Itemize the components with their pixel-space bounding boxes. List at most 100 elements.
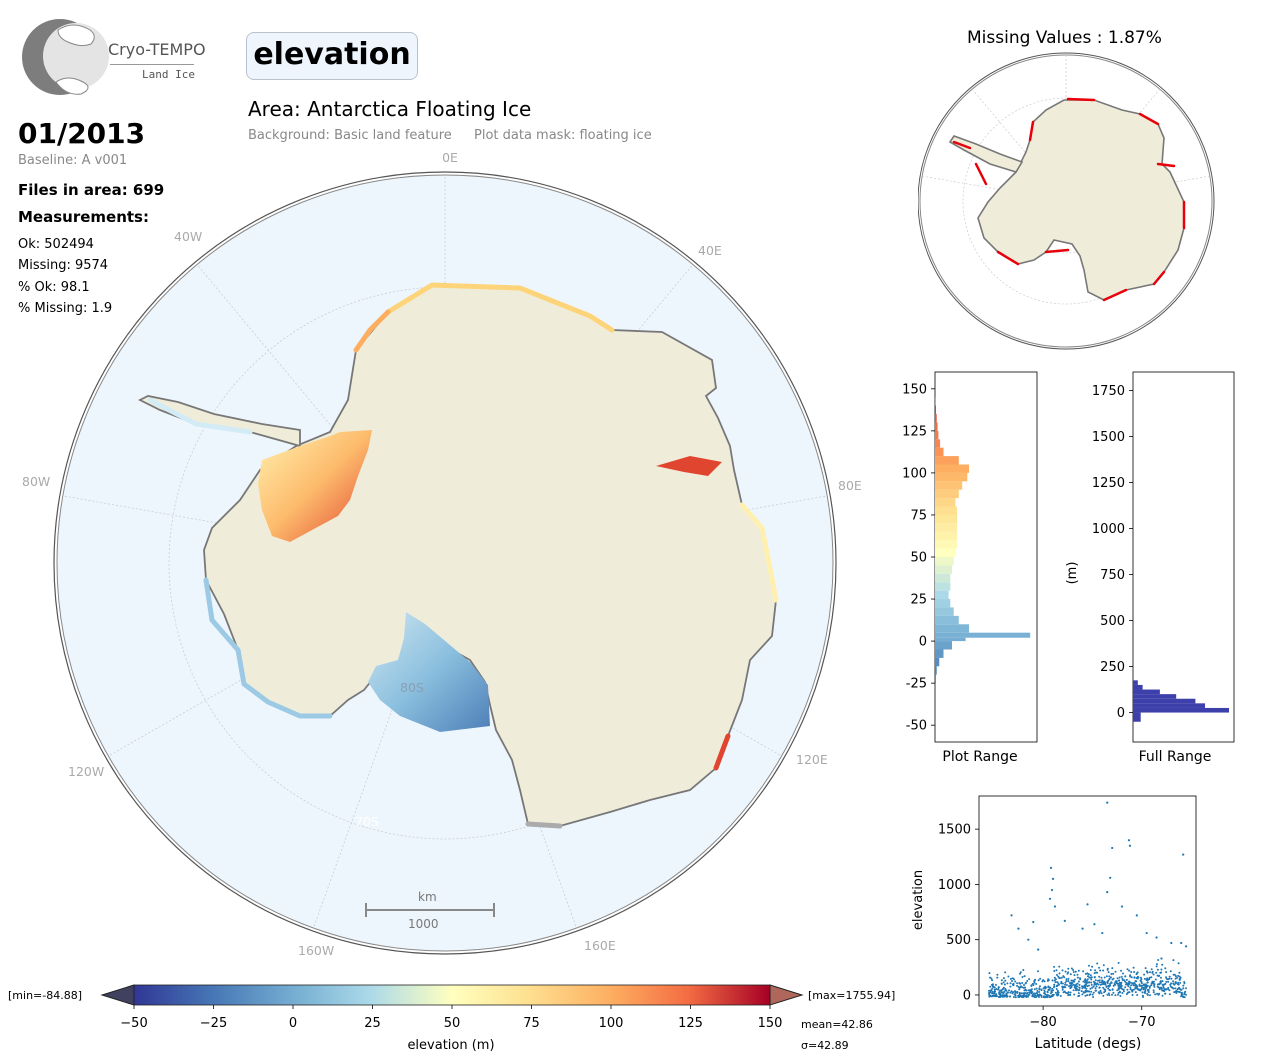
scatter-point (1020, 995, 1023, 998)
scatter-point (1069, 973, 1072, 976)
scatter-point (1087, 984, 1090, 987)
full-range-ytick-label: 0 (1117, 706, 1125, 721)
scatter-point (1035, 987, 1038, 990)
scatter-point (1154, 993, 1157, 996)
lon-label-120E: 120E (796, 752, 828, 767)
scatter-point (1064, 991, 1067, 994)
scatter-point (1126, 968, 1129, 971)
scatter-outlier (1185, 945, 1188, 948)
lon-label-80W: 80W (22, 474, 50, 489)
scatter-outlier (1037, 948, 1040, 951)
scatter-point (1046, 991, 1049, 994)
scatter-point (1076, 982, 1079, 985)
plot-range-bar (935, 481, 963, 490)
scatter-point (1053, 965, 1056, 968)
scatter-point (1051, 979, 1054, 982)
plot-range-bar (935, 405, 937, 415)
plot-range-bar (935, 649, 944, 658)
scatter-point (1120, 975, 1123, 978)
scatter-point (1089, 987, 1092, 990)
coastal-shelves (147, 282, 779, 829)
colorbar-sigma-label: σ=42.89 (801, 1039, 849, 1052)
full-range-ytick-label: 1500 (1092, 430, 1125, 445)
scatter-point (1114, 981, 1117, 984)
scatter-point (1130, 976, 1133, 979)
lat-label-70S: 70S (355, 814, 379, 829)
scatter-point (1084, 972, 1087, 975)
full-range-bar (1133, 684, 1143, 690)
full-range-xlabel: Full Range (1139, 749, 1212, 765)
scatter-point (1137, 988, 1140, 991)
plot-range-histogram: -50 -25 0 25 50 75 100 125 150 Plot Range (902, 371, 1038, 765)
lon-label-80E: 80E (838, 478, 862, 493)
scatter-point (1135, 980, 1138, 983)
scatter-point (1020, 992, 1023, 995)
scatter-point (1073, 993, 1076, 996)
scatter-point (991, 990, 994, 993)
scatter-point (1128, 969, 1131, 972)
scatter-point (1014, 996, 1017, 999)
scatter-point (1086, 985, 1089, 988)
scatter-outlier (1081, 927, 1084, 930)
full-range-frame (1132, 371, 1235, 743)
scatter-point (1165, 977, 1168, 980)
scatter-point (1027, 995, 1029, 998)
plot-range-xlabel: Plot Range (942, 749, 1017, 765)
scatter-point (988, 989, 990, 992)
plot-range-bar (935, 557, 954, 566)
scatter-point (1022, 992, 1025, 995)
scatter-point (1131, 994, 1134, 996)
full-range-bar (1133, 689, 1160, 695)
scatter-point (1057, 991, 1060, 994)
scatter-point (1087, 973, 1090, 976)
scatter-xtick-label: −70 (1128, 1015, 1155, 1030)
scatter-point (1168, 993, 1171, 996)
scatter-point (1114, 983, 1117, 986)
scatter-point (1009, 982, 1012, 985)
colorbar-min-extension (100, 984, 135, 1006)
scatter-outlier (1106, 801, 1109, 804)
scatter-point (1000, 982, 1003, 985)
scatter-point (1173, 973, 1176, 976)
scatter-point (1116, 989, 1119, 992)
scatter-point (1059, 977, 1061, 980)
scatter-ytick-label: 0 (963, 988, 971, 1003)
scatter-point (1084, 981, 1086, 984)
scatter-point (1000, 979, 1003, 982)
scatter-point (1143, 973, 1146, 976)
scatter-point (1082, 980, 1085, 983)
scatter-point (1143, 983, 1145, 986)
scatter-point (1100, 992, 1103, 995)
scatter-outlier (1135, 914, 1138, 917)
scatter-point (1145, 970, 1148, 973)
scatter-point (1111, 967, 1114, 970)
scatter-outlier (1155, 936, 1158, 939)
scatter-point (1110, 976, 1112, 979)
scatter-point (1177, 974, 1180, 977)
plot-range-bar (935, 498, 956, 507)
scatter-point (1125, 983, 1127, 986)
scatter-point (1161, 980, 1164, 983)
scatter-point (1158, 992, 1161, 995)
scatter-point (1050, 989, 1053, 992)
scatter-point (1009, 991, 1012, 994)
scatter-point (1172, 980, 1175, 983)
files-label: Files in area: 699 (18, 181, 165, 199)
scatter-point (1155, 971, 1158, 974)
scatter-outlier (1048, 897, 1052, 900)
scatter-ytick-label: 500 (946, 933, 971, 948)
scatter-point (1072, 989, 1075, 992)
scatter-point (1184, 990, 1187, 993)
scatter-point (1096, 971, 1099, 974)
scatter-point (1101, 979, 1104, 982)
scatter-point (1108, 975, 1111, 978)
scatter-point (1149, 994, 1151, 997)
scatter-point (1001, 995, 1004, 998)
scatter-point (1156, 968, 1159, 971)
plot-range-bar (935, 422, 938, 431)
scatter-point (1100, 976, 1103, 979)
scatter-point (1173, 983, 1176, 986)
scatter-point (1170, 977, 1173, 980)
scatter-point (1117, 993, 1119, 996)
scatter-point (1148, 978, 1151, 981)
